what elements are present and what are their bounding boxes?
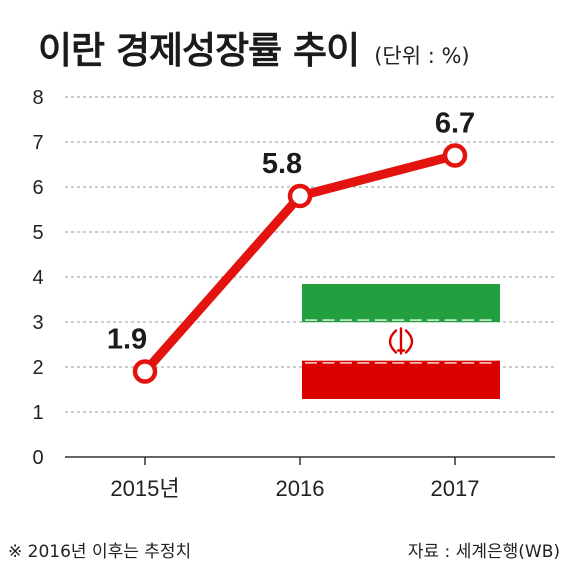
flag-kufic-stripe <box>462 362 475 364</box>
flag-kufic-stripe <box>357 362 370 364</box>
flag-kufic-stripe <box>409 362 422 364</box>
y-tick-label: 1 <box>32 402 43 424</box>
unit-label: (단위 : %) <box>374 44 470 68</box>
flag-kufic-stripe <box>392 319 405 321</box>
flag-kufic-stripe <box>479 362 492 364</box>
flag-kufic-stripe <box>427 319 440 321</box>
flag-kufic-stripe <box>462 319 475 321</box>
footnote: ※ 2016년 이후는 추정치 <box>8 542 192 562</box>
data-point <box>132 359 158 384</box>
chart-title: 이란 경제성장률 추이 <box>38 29 360 72</box>
iran-flag <box>302 284 500 399</box>
flag-red-band <box>302 360 500 399</box>
data-point <box>287 183 313 209</box>
flag-kufic-stripe <box>479 319 492 321</box>
y-tick-label: 7 <box>32 132 43 154</box>
flag-kufic-stripe <box>374 319 387 321</box>
flag-kufic-stripe <box>444 362 457 364</box>
emblem-right-crescent <box>404 329 414 354</box>
flag-green-band <box>302 284 500 323</box>
emblem-left-crescent <box>388 329 398 354</box>
y-tick-label: 2 <box>32 357 43 379</box>
flag-kufic-stripe <box>322 362 335 364</box>
y-axis-ticks: 0 1 2 3 4 5 6 7 8 <box>32 87 43 469</box>
flag-kufic-stripe <box>305 319 317 321</box>
chart-header: 이란 경제성장률 추이 (단위 : %) <box>38 20 470 74</box>
x-tick-label: 2015년 <box>110 476 179 501</box>
flag-kufic-stripe <box>374 362 387 364</box>
x-tick-label: 2017 <box>431 476 480 501</box>
flag-kufic-stripe <box>305 362 317 364</box>
data-point <box>442 143 468 168</box>
flag-kufic-stripe <box>339 362 352 364</box>
source-note: 자료 : 세계은행(WB) <box>407 542 560 562</box>
data-label: 1.9 <box>107 324 147 356</box>
series-line: 1.9 5.8 6.7 <box>107 108 475 384</box>
y-tick-label: 8 <box>32 87 43 109</box>
flag-kufic-stripe <box>392 362 405 364</box>
y-tick-label: 3 <box>32 312 43 334</box>
flag-kufic-stripe <box>409 319 422 321</box>
flag-kufic-stripe <box>427 362 440 364</box>
x-axis: 2015년 2016 2017 <box>65 456 555 501</box>
x-tick-label: 2016 <box>276 476 325 501</box>
data-label: 6.7 <box>435 108 475 140</box>
flag-kufic-stripe <box>357 319 370 321</box>
y-tick-label: 0 <box>32 447 43 469</box>
flag-kufic-stripe <box>339 319 352 321</box>
y-tick-label: 5 <box>32 222 43 244</box>
y-tick-label: 4 <box>32 267 43 289</box>
flag-kufic-stripe <box>322 319 335 321</box>
y-tick-label: 6 <box>32 177 43 199</box>
flag-emblem <box>388 327 414 355</box>
flag-kufic-stripe <box>444 319 457 321</box>
data-label: 5.8 <box>262 148 302 180</box>
